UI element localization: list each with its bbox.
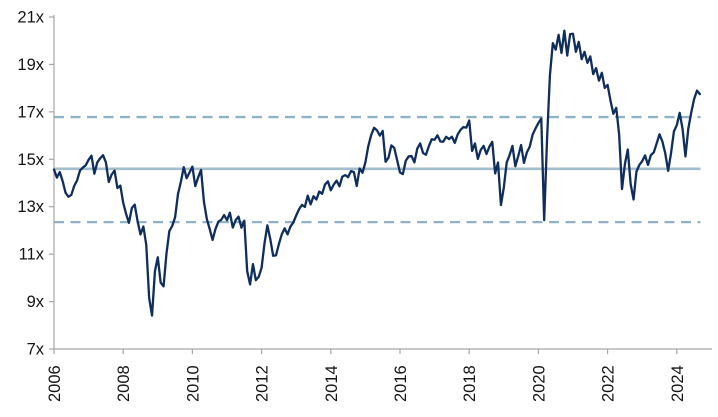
x-tick-label: 2008 xyxy=(115,365,133,402)
x-tick-label: 2006 xyxy=(46,365,64,402)
y-tick-label: 11x xyxy=(19,246,45,264)
x-tick-label: 2012 xyxy=(254,365,272,402)
x-tick-label: 2022 xyxy=(600,365,618,402)
axes-lines xyxy=(53,15,712,350)
y-tick-label: 17x xyxy=(17,103,44,121)
y-tick-label: 9x xyxy=(27,293,45,311)
x-tick-label: 2018 xyxy=(461,365,479,402)
x-tick-label: 2016 xyxy=(392,365,410,402)
x-tick-label: 2010 xyxy=(184,365,202,402)
x-tick-label: 2020 xyxy=(530,365,548,402)
y-tick-label: 21x xyxy=(17,9,44,27)
y-tick-label: 7x xyxy=(27,341,45,359)
x-tick-label: 2014 xyxy=(323,365,341,402)
pe-series-line xyxy=(52,29,702,317)
y-tick-label: 13x xyxy=(17,198,44,216)
y-tick-label: 19x xyxy=(17,56,44,74)
y-tick-label: 15x xyxy=(17,151,44,169)
x-tick-label: 2024 xyxy=(669,365,687,402)
